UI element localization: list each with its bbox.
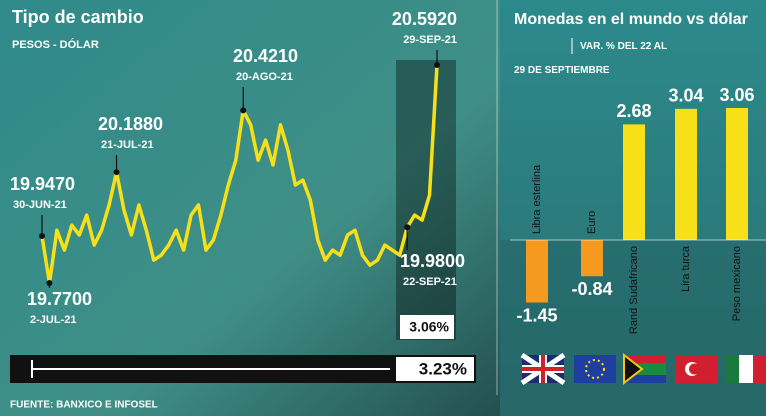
period-change-mark [403,336,406,337]
flag-tr-moon-cut [689,364,700,375]
flag-mx-green [725,355,739,383]
bar-value-label: 3.04 [668,86,703,106]
bar-value-label: -1.45 [516,305,557,325]
annotation-value: 20.4210 [233,46,298,66]
bar [726,108,748,240]
source: FUENTE: BANXICO E INFOSEL [10,400,158,411]
annotation-point [46,280,52,286]
annotation-value: 20.5920 [392,9,457,29]
bar [581,240,603,276]
annotation-date: 29-SEP-21 [403,34,457,46]
flag-mx-red [753,355,766,383]
week-highlight [396,60,456,340]
bar-title: Monedas en el mundo vs dólar [514,11,748,28]
annotation-point [240,107,246,113]
total-change-label: 3.23% [419,359,467,378]
category-label: Libra esterlina [531,164,543,234]
line-title: Tipo de cambio [12,7,144,27]
annotation-date: 2-JUL-21 [30,314,76,326]
flags [522,355,766,383]
annotation-point [434,62,440,68]
period-change-label: 3.06% [409,319,449,335]
flag-eu [574,355,616,383]
annotation-value: 19.7700 [27,289,92,309]
category-label: Lira turca [680,245,692,292]
category-label: Euro [586,211,598,234]
annotation-date: 22-SEP-21 [403,276,457,288]
category-label: Peso mexicano [731,246,743,321]
total-change-mark [12,356,14,357]
bar [675,109,697,240]
annotation-value: 19.9470 [10,174,75,194]
annotation-date: 30-JUN-21 [13,199,67,211]
annotation-value: 19.9800 [400,251,465,271]
bar [623,124,645,240]
annotation-point [39,233,45,239]
flag-mx-white [739,355,753,383]
infographic: Tipo de cambio PESOS - DÓLAR Monedas en … [0,0,766,416]
annotation-point [404,224,410,230]
bar [526,240,548,303]
annotation-date: 21-JUL-21 [101,139,154,151]
bar-subtitle-part: 29 DE SEPTIEMBRE [514,65,610,76]
category-label: Rand Sudafricano [628,246,640,334]
annotation-value: 20.1880 [98,114,163,134]
annotation-date: 20-AGO-21 [236,71,293,83]
bar-subtitle-part: VAR. % DEL 22 AL [580,41,667,52]
annotation-point [114,169,120,175]
bar-value-label: -0.84 [571,279,612,299]
bar-value-label: 3.06 [719,85,754,105]
line-subtitle: PESOS - DÓLAR [12,38,99,51]
bar-value-label: 2.68 [616,101,651,121]
